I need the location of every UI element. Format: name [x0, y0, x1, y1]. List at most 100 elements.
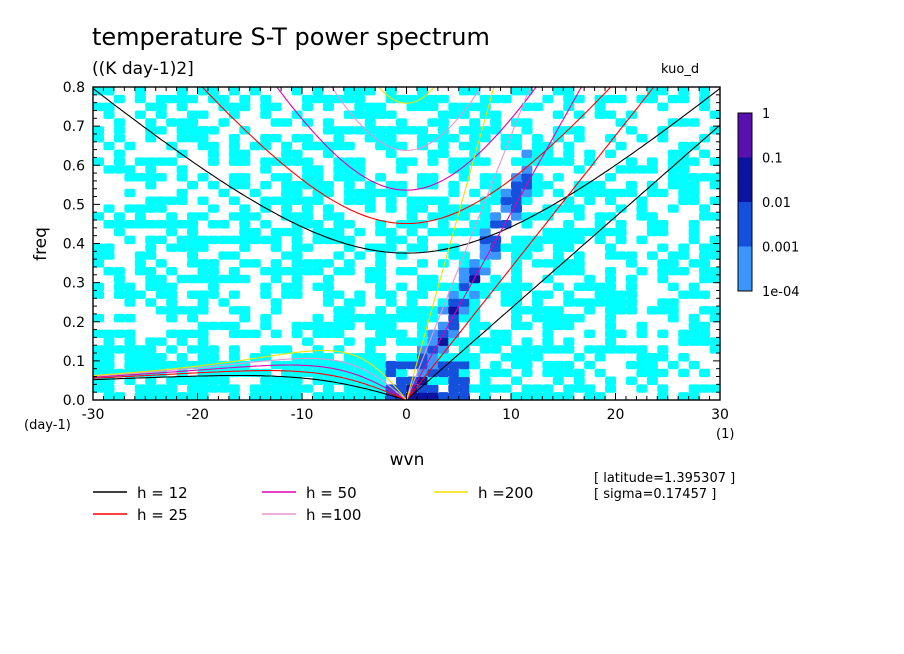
spectrum-cell [625, 360, 637, 370]
spectrum-cell [406, 243, 418, 252]
spectrum-cell [343, 157, 355, 166]
spectrum-cell [458, 212, 470, 221]
spectrum-cell [218, 220, 230, 229]
spectrum-cell [218, 384, 230, 393]
spectrum-cell [260, 345, 272, 354]
spectrum-cell [312, 220, 324, 229]
spectrum-cell [113, 220, 125, 229]
spectrum-cell [375, 313, 387, 323]
spectrum-cell [124, 173, 136, 182]
spectrum-cell [343, 110, 355, 119]
spectrum-cell [176, 337, 188, 346]
spectrum-cell [260, 392, 272, 400]
spectrum-cell [354, 102, 366, 112]
spectrum-cell [573, 235, 585, 245]
spectrum-cell [124, 282, 136, 292]
spectrum-cell [228, 173, 240, 182]
dispersion-curve [406, 124, 720, 400]
spectrum-cell [197, 141, 209, 151]
spectrum-cell [657, 368, 669, 378]
spectrum-cell [218, 94, 230, 104]
spectrum-cell [542, 274, 554, 284]
spectrum-cell [228, 102, 240, 112]
spectrum-cell [458, 360, 470, 370]
spectrum-cell [155, 384, 167, 393]
spectrum-cell [385, 235, 397, 245]
spectrum-cell [291, 392, 303, 400]
spectrum-cell [479, 337, 491, 346]
spectrum-cell [103, 337, 115, 346]
colorbar-frame [737, 112, 753, 292]
spectrum-cell [500, 141, 512, 151]
spectrum-cell [511, 173, 523, 182]
spectrum-cell [375, 392, 387, 400]
spectrum-cell [239, 259, 251, 268]
spectrum-cell [511, 353, 523, 362]
spectrum-cell [385, 313, 397, 323]
spectrum-cell [479, 384, 491, 393]
spectrum-cell [302, 165, 314, 174]
spectrum-cell [207, 360, 219, 370]
y-tick-label: 0.3 [63, 276, 85, 292]
spectrum-cell [354, 126, 366, 135]
spectrum-cell [145, 337, 157, 346]
spectrum-cell [563, 220, 575, 229]
spectrum-cell [448, 133, 460, 143]
spectrum-cell [155, 306, 167, 315]
spectrum-cell [364, 87, 376, 96]
spectrum-cell [636, 165, 648, 174]
spectrum-cell [709, 345, 720, 354]
spectrum-cell [134, 345, 146, 354]
spectrum-cell [427, 306, 439, 315]
spectrum-cell [416, 243, 428, 252]
spectrum-cell [155, 282, 167, 292]
spectrum-cell [176, 133, 188, 143]
spectrum-cell [228, 157, 240, 166]
spectrum-cell [448, 157, 460, 166]
spectrum-cell [155, 235, 167, 245]
spectrum-cell [521, 196, 533, 205]
spectrum-cell [291, 368, 303, 378]
spectrum-cell [291, 212, 303, 221]
spectrum-cell [270, 227, 282, 237]
spectrum-cell [594, 220, 606, 229]
spectrum-cell [354, 251, 366, 260]
x-axis-label: wvn [390, 450, 425, 470]
spectrum-cell [312, 173, 324, 182]
spectrum-cell [542, 368, 554, 378]
spectrum-cell [239, 313, 251, 323]
spectrum-cell [113, 392, 125, 400]
spectrum-cell [113, 165, 125, 174]
spectrum-cell [322, 274, 334, 284]
spectrum-cell [542, 94, 554, 104]
spectrum-cell [145, 376, 157, 385]
dispersion-curve [201, 87, 612, 225]
spectrum-cell [625, 282, 637, 292]
spectrum-cell [249, 392, 261, 400]
spectrum-cell [531, 173, 543, 182]
spectrum-cell [385, 290, 397, 299]
spectrum-cell [385, 204, 397, 213]
spectrum-cell [479, 376, 491, 385]
spectrum-cell [552, 345, 564, 354]
spectrum-cell [542, 259, 554, 268]
spectrum-cell [396, 353, 408, 362]
spectrum-cell [531, 133, 543, 143]
spectrum-cell [521, 149, 533, 159]
spectrum-cell [584, 149, 596, 159]
spectrum-cell [113, 282, 125, 292]
spectrum-cell [207, 87, 219, 96]
spectrum-cell [563, 227, 575, 237]
spectrum-cell [667, 149, 679, 159]
spectrum-cell [437, 196, 449, 205]
spectrum-cell [396, 220, 408, 229]
spectrum-cell [396, 313, 408, 323]
spectrum-cell [646, 353, 658, 362]
spectrum-cell [448, 298, 460, 307]
spectrum-cell [166, 298, 178, 307]
spectrum-cell [302, 337, 314, 346]
spectrum-cell [364, 110, 376, 119]
spectrum-cell [469, 274, 481, 284]
spectrum-cell [709, 384, 720, 393]
